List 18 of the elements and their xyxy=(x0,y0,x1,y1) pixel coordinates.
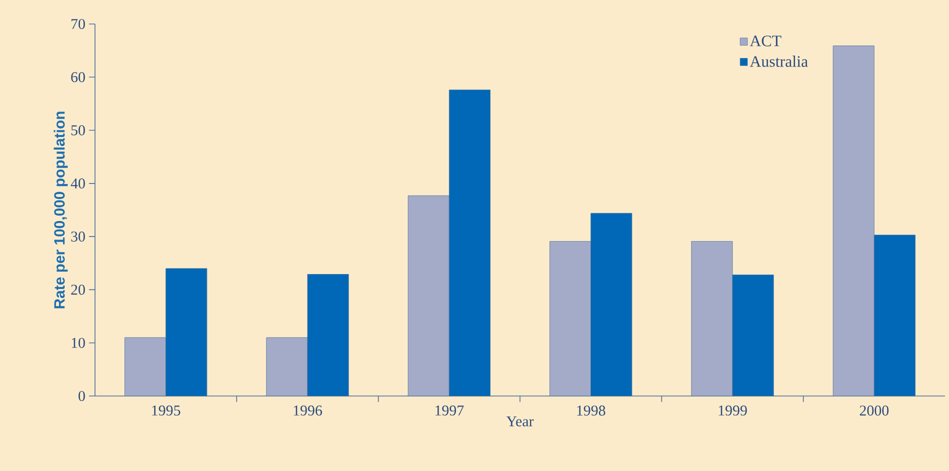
legend-label: Australia xyxy=(750,56,808,67)
x-tick-label: 2000 xyxy=(860,406,889,416)
y-tick-label: 30 xyxy=(71,232,85,242)
x-tick-label: 1998 xyxy=(577,406,606,416)
y-tick-label: 50 xyxy=(71,125,85,136)
legend-label: ACT xyxy=(750,36,782,46)
y-tick-label: 0 xyxy=(78,390,85,402)
x-axis-title: Year xyxy=(506,416,534,426)
y-tick-label: 20 xyxy=(71,284,85,295)
y-tick-label: 60 xyxy=(71,72,85,82)
y-tick-label: 10 xyxy=(72,338,85,348)
x-tick-label: 1995 xyxy=(152,406,180,416)
y-tick-label: 40 xyxy=(70,178,85,188)
x-tick-label: 1999 xyxy=(718,406,747,416)
x-tick-label: 1996 xyxy=(294,406,322,416)
x-tick-label: 1997 xyxy=(436,406,464,416)
y-axis-title: Rate per 100,000 population xyxy=(54,112,68,308)
y-tick-label: 70 xyxy=(72,18,85,30)
